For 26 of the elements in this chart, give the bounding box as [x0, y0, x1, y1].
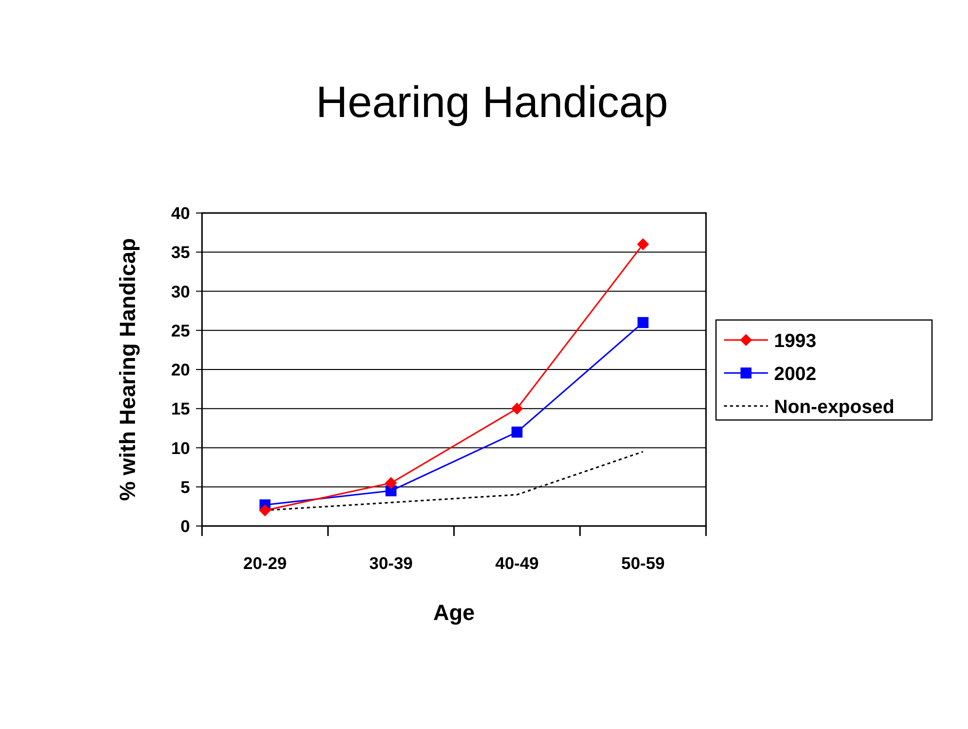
x-tick-label: 50-59: [621, 554, 665, 573]
y-tick-label: 25: [171, 321, 190, 340]
point: [259, 504, 271, 516]
point: [637, 238, 649, 250]
point: [511, 402, 523, 415]
x-tick-label: 20-29: [243, 554, 287, 573]
point: [512, 426, 522, 438]
y-axis-title: % with Hearing Handicap: [115, 238, 140, 501]
y-tick-label: 35: [171, 243, 190, 262]
x-tick-label: 40-49: [495, 554, 539, 573]
legend-label: 2002: [774, 364, 816, 385]
point: [385, 476, 397, 489]
x-tick-label: 30-39: [369, 554, 413, 573]
point: [386, 485, 396, 496]
y-tick-label: 10: [171, 438, 190, 458]
y-tick-label: 30: [171, 282, 190, 302]
y-tick-label: 40: [171, 204, 190, 223]
y-tick-label: 15: [171, 400, 190, 419]
chart-title: Hearing Handicap: [316, 78, 668, 127]
point: [638, 317, 648, 328]
y-tick-label: 5: [180, 478, 190, 497]
legend-label: Non-exposed: [774, 397, 894, 418]
y-tick-label: 0: [180, 517, 190, 536]
y-tick-label: 20: [171, 360, 190, 380]
legend-label: 1993: [774, 331, 816, 352]
x-axis-title: Age: [433, 600, 475, 625]
